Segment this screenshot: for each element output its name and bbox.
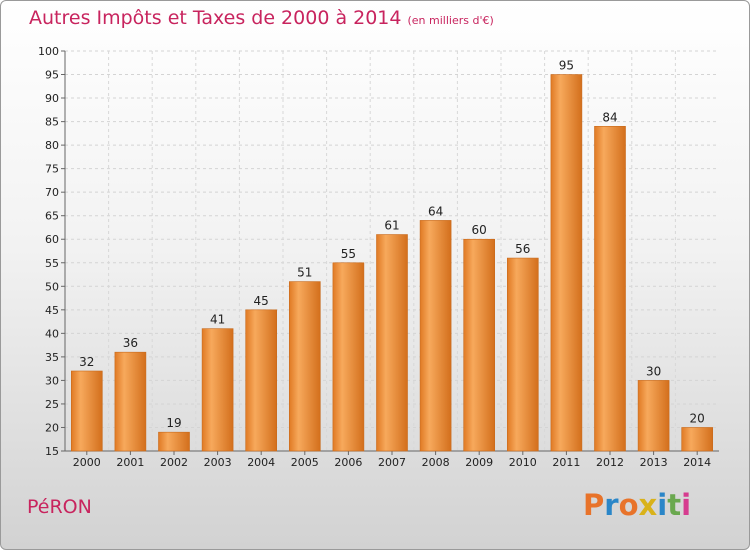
x-tick-label-2007: 2007 bbox=[378, 456, 406, 469]
logo-letter: i bbox=[681, 488, 692, 522]
bar-2004[interactable] bbox=[245, 309, 277, 452]
title-row: Autres Impôts et Taxes de 2000 à 2014 (en… bbox=[29, 7, 494, 29]
value-label-2009: 60 bbox=[472, 223, 487, 237]
y-tick-label: 95 bbox=[45, 69, 59, 82]
y-tick-label: 70 bbox=[45, 186, 59, 199]
logo-letter: t bbox=[667, 488, 682, 522]
bar-2013[interactable] bbox=[637, 380, 670, 452]
x-tick-label-2013: 2013 bbox=[640, 456, 668, 469]
y-tick-label: 75 bbox=[45, 163, 59, 176]
bar-2011[interactable] bbox=[550, 74, 583, 452]
value-label-2003: 41 bbox=[210, 313, 225, 327]
x-tick-label-2003: 2003 bbox=[204, 456, 232, 469]
y-tick-label: 80 bbox=[45, 139, 59, 152]
value-label-2001: 36 bbox=[123, 336, 138, 350]
x-tick-label-2011: 2011 bbox=[552, 456, 580, 469]
y-tick-label: 85 bbox=[45, 116, 59, 129]
value-label-2002: 19 bbox=[166, 416, 181, 430]
bar-2008[interactable] bbox=[419, 220, 452, 452]
value-label-2004: 45 bbox=[254, 294, 269, 308]
y-tick-label: 55 bbox=[45, 257, 59, 270]
value-label-2014: 20 bbox=[690, 411, 705, 425]
value-label-2006: 55 bbox=[341, 247, 356, 261]
bar-2014[interactable] bbox=[681, 427, 714, 452]
y-tick-label: 100 bbox=[38, 45, 59, 58]
x-tick-label-2001: 2001 bbox=[116, 456, 144, 469]
y-tick-label: 50 bbox=[45, 280, 59, 293]
y-tick-label: 15 bbox=[45, 445, 59, 458]
y-tick-label: 35 bbox=[45, 351, 59, 364]
value-label-2008: 64 bbox=[428, 204, 443, 218]
logo-letter: i bbox=[657, 488, 668, 522]
bar-layer bbox=[71, 74, 714, 452]
value-label-2007: 61 bbox=[384, 219, 399, 233]
x-tick-label-2010: 2010 bbox=[509, 456, 537, 469]
bar-2006[interactable] bbox=[332, 262, 365, 452]
value-label-2010: 56 bbox=[515, 242, 530, 256]
bar-2005[interactable] bbox=[288, 281, 321, 452]
y-tick-label: 20 bbox=[45, 421, 59, 434]
chart-title: Autres Impôts et Taxes de 2000 à 2014 bbox=[29, 7, 402, 29]
value-label-2011: 95 bbox=[559, 59, 574, 73]
y-tick-label: 25 bbox=[45, 398, 59, 411]
bar-2009[interactable] bbox=[463, 238, 496, 452]
logo-letter: r bbox=[604, 488, 619, 522]
label-layer: 32 36 19 41 45 51 55 61 64 60 56 95 84 30 20 bbox=[79, 59, 705, 431]
x-tick-label-2006: 2006 bbox=[334, 456, 362, 469]
x-tick-label-2005: 2005 bbox=[291, 456, 319, 469]
bar-2001[interactable] bbox=[114, 351, 147, 452]
value-label-2005: 51 bbox=[297, 266, 312, 280]
proxiti-logo[interactable]: Proxiti bbox=[583, 488, 691, 522]
y-tick-label: 45 bbox=[45, 304, 59, 317]
chart-subtitle: (en milliers d'€) bbox=[407, 14, 494, 27]
bar-2010[interactable] bbox=[506, 257, 539, 452]
value-label-2000: 32 bbox=[79, 355, 94, 369]
bar-2000[interactable] bbox=[71, 370, 103, 452]
y-tick-label: 30 bbox=[45, 374, 59, 387]
y-tick-label: 60 bbox=[45, 233, 59, 246]
commune-name: PéRON bbox=[27, 496, 92, 518]
bar-2002[interactable] bbox=[158, 431, 190, 452]
y-tick-label: 65 bbox=[45, 210, 59, 223]
value-label-2013: 30 bbox=[646, 364, 661, 378]
bar-2012[interactable] bbox=[594, 125, 626, 452]
x-tick-label-2004: 2004 bbox=[247, 456, 275, 469]
x-tick-label-2002: 2002 bbox=[160, 456, 188, 469]
y-tick-label: 90 bbox=[45, 92, 59, 105]
x-tick-label-2014: 2014 bbox=[683, 456, 711, 469]
x-tick-label-2012: 2012 bbox=[596, 456, 624, 469]
bar-2003[interactable] bbox=[201, 328, 234, 452]
value-label-2012: 84 bbox=[602, 110, 617, 124]
logo-letter: x bbox=[638, 488, 658, 522]
x-tick-label-2000: 2000 bbox=[73, 456, 101, 469]
x-tick-label-2008: 2008 bbox=[422, 456, 450, 469]
x-tick-label-2009: 2009 bbox=[465, 456, 493, 469]
y-tick-label: 40 bbox=[45, 327, 59, 340]
bar-2007[interactable] bbox=[376, 234, 408, 452]
logo-letter: P bbox=[583, 488, 605, 522]
logo-letter: o bbox=[618, 488, 639, 522]
